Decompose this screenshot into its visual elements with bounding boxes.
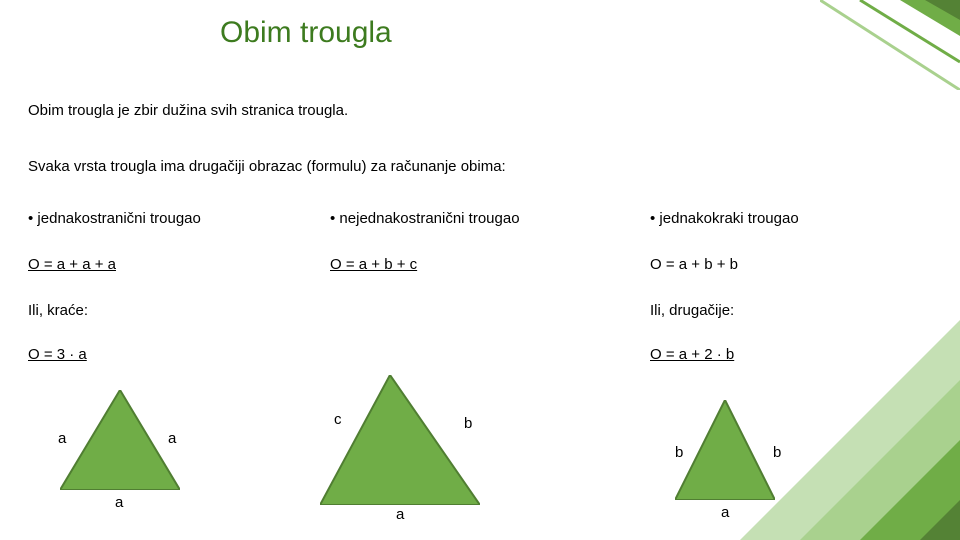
- equilateral-label-right: a: [168, 430, 176, 447]
- isosceles-formula-2: O = a + 2 · b: [650, 346, 950, 363]
- scalene-header: nejednakostranični trougao: [330, 210, 630, 227]
- deco-top-icon: [820, 0, 960, 90]
- scalene-triangle: c b a: [320, 375, 520, 520]
- triangle-shape-icon: [675, 400, 775, 500]
- equilateral-triangle: a a a: [60, 390, 220, 520]
- isosceles-label-left: b: [675, 444, 683, 461]
- scalene-label-left: c: [334, 411, 342, 428]
- equilateral-formula-1: O = a + a + a: [28, 256, 328, 273]
- slide: Obim trougla Obim trougla je zbir dužina…: [0, 0, 960, 540]
- scalene-label-bottom: a: [396, 506, 404, 523]
- isosceles-label-right: b: [773, 444, 781, 461]
- isosceles-triangle: b b a: [675, 400, 835, 520]
- isosceles-formula-1: O = a + b + b: [650, 256, 950, 273]
- intro-paragraph-2: Svaka vrsta trougla ima drugačiji obraza…: [28, 158, 506, 175]
- isosceles-label-bottom: a: [721, 504, 729, 521]
- equilateral-else-label: Ili, kraće:: [28, 302, 328, 319]
- equilateral-formula-2: O = 3 · a: [28, 346, 328, 363]
- triangle-shape-icon: [60, 390, 180, 490]
- page-title: Obim trougla: [220, 16, 392, 50]
- scalene-formula-1: O = a + b + c: [330, 256, 630, 273]
- intro-paragraph-1: Obim trougla je zbir dužina svih stranic…: [28, 102, 348, 119]
- isosceles-header: jednakokraki trougao: [650, 210, 950, 227]
- triangle-shape-icon: [320, 375, 480, 505]
- scalene-label-right: b: [464, 415, 472, 432]
- equilateral-header: jednakostranični trougao: [28, 210, 328, 227]
- equilateral-label-bottom: a: [115, 494, 123, 511]
- equilateral-label-left: a: [58, 430, 66, 447]
- isosceles-else-label: Ili, drugačije:: [650, 302, 950, 319]
